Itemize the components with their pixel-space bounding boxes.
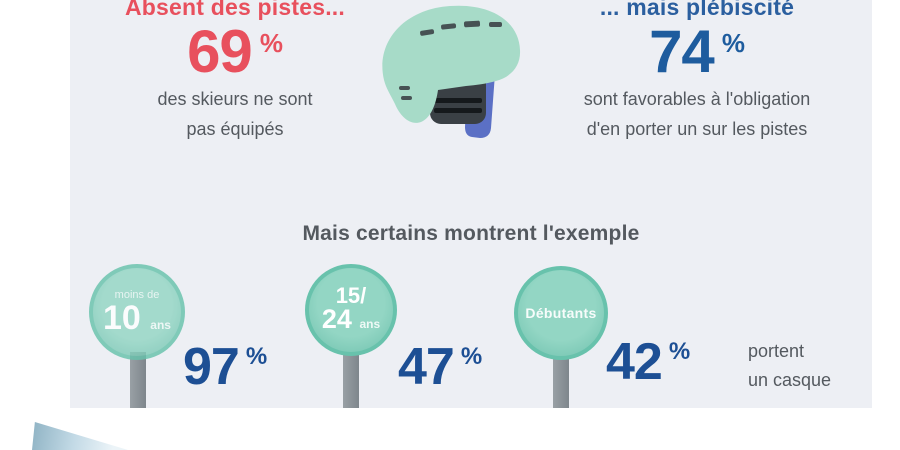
percent-sign: %: [460, 343, 483, 370]
ski-helmet-icon: [370, 0, 530, 140]
percent-sign: %: [668, 338, 691, 365]
sign-post: [553, 355, 569, 408]
sign-15-24-value: 47 %: [398, 341, 482, 393]
sign-15-24-line2: 24 ans: [309, 304, 393, 337]
percent-sign: %: [245, 343, 268, 370]
sign-under-10-label-top: moins de: [114, 289, 160, 301]
stat-in-favor-caption: sont favorables à l'obligation d'en port…: [532, 84, 862, 144]
sign-post: [343, 348, 359, 408]
sign-beginners-value: 42 %: [606, 336, 690, 388]
sign-under-10-number: 10: [103, 299, 141, 337]
stat-in-favor-value-row: 74 %: [532, 18, 862, 85]
stat-not-equipped-value-row: 69 %: [90, 18, 380, 85]
sign-under-10-label-big: 10 ans: [93, 299, 181, 341]
caption-line: sont favorables à l'obligation: [583, 89, 811, 109]
slash: /: [360, 283, 367, 308]
sign-beginners-percent-value: 42: [606, 333, 663, 391]
caption-line: pas équipés: [186, 119, 284, 139]
sign-15-24-unit: ans: [359, 317, 381, 331]
ski-helmet-svg: [382, 5, 521, 138]
signs-caption: portent un casque: [748, 337, 831, 395]
corner-wave-decoration: [32, 422, 128, 450]
stat-in-favor-value: 74: [649, 18, 715, 85]
percent-sign: %: [259, 28, 283, 58]
caption-line: portent: [748, 341, 805, 361]
sign-under-10-unit: ans: [150, 318, 171, 332]
sign-under-10-value: 97 %: [183, 341, 267, 393]
sign-15-24-percent-value: 47: [398, 338, 455, 396]
caption-line: des skieurs ne sont: [157, 89, 313, 109]
helmet-vents: [399, 20, 502, 100]
caption-line: d'en porter un sur les pistes: [586, 119, 808, 139]
stat-in-favor: ... mais plébiscité 74 % sont favorables…: [532, 0, 862, 144]
caption-line: un casque: [748, 370, 832, 390]
sign-15-24-top-number: 15: [335, 283, 361, 308]
section-heading: Mais certains montrent l'exemple: [302, 222, 640, 245]
sign-beginners: Débutants: [514, 266, 608, 360]
percent-sign: %: [721, 28, 745, 58]
sign-under-10-percent-value: 97: [183, 338, 240, 396]
sign-15-24-bottom-number: 24: [321, 304, 352, 334]
sign-post: [130, 352, 146, 408]
stat-not-equipped-value: 69: [187, 18, 253, 85]
stat-not-equipped-title: Absent des pistes...: [124, 0, 345, 20]
stat-in-favor-title: ... mais plébiscité: [599, 0, 795, 20]
infographic-panel: Absent des pistes... 69 % des skieurs ne…: [70, 0, 872, 408]
helmet-shell: [382, 5, 521, 123]
sign-15-24-line1: 15/: [309, 285, 393, 307]
sign-beginners-label: Débutants: [525, 305, 597, 321]
stat-not-equipped-caption: des skieurs ne sont pas équipés: [90, 84, 380, 144]
sign-15-24: 15/ 24 ans: [305, 264, 397, 356]
stat-not-equipped: Absent des pistes... 69 % des skieurs ne…: [90, 0, 380, 144]
sign-under-10: moins de 10 ans: [89, 264, 185, 360]
